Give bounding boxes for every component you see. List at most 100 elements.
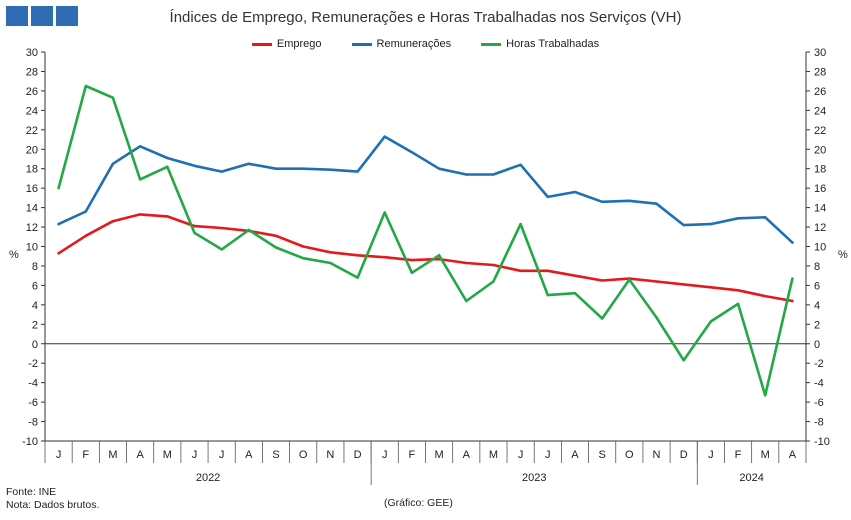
footer-credit: (Gráfico: GEE) [384, 497, 453, 509]
data-point [736, 302, 740, 306]
year-label: 2024 [739, 472, 763, 484]
data-point [709, 222, 713, 226]
y-tick-label-left: 8 [32, 261, 38, 273]
y-tick-label-left: 4 [32, 300, 38, 312]
y-tick-label-right: 20 [814, 144, 826, 156]
data-point [383, 135, 386, 138]
x-tick-label: J [708, 449, 714, 461]
y-tick-label-left: 16 [26, 183, 38, 195]
data-point [573, 291, 577, 295]
data-point [410, 271, 414, 274]
y-axis-label-right: % [838, 249, 848, 261]
data-point [220, 226, 223, 230]
data-point [274, 234, 278, 238]
data-point [682, 283, 685, 286]
legend-item-emprego: Emprego [251, 38, 322, 50]
x-tick-label: A [245, 449, 253, 461]
y-tick-label-right: 26 [814, 86, 826, 98]
data-point [138, 145, 142, 148]
x-tick-label: M [761, 449, 770, 461]
data-point [465, 261, 468, 265]
year-label: 2023 [522, 472, 546, 484]
y-tick-label-left: -2 [28, 358, 38, 370]
data-point [84, 210, 87, 213]
data-point [193, 231, 196, 235]
x-tick-label: O [625, 449, 634, 461]
x-tick-label: M [108, 449, 117, 461]
data-point [736, 289, 740, 292]
data-point [655, 316, 658, 319]
x-tick-label: N [653, 449, 661, 461]
y-tick-label-right: 16 [814, 183, 826, 195]
data-point [709, 320, 713, 323]
x-tick-label: J [56, 449, 62, 461]
data-point [682, 359, 685, 362]
data-point [492, 280, 495, 283]
data-point [166, 165, 169, 168]
data-point [111, 162, 115, 166]
x-tick-label: J [545, 449, 551, 461]
y-axis-label-left: % [9, 249, 19, 261]
x-tick-label: J [518, 449, 524, 461]
y-tick-label-right: -6 [814, 397, 824, 409]
data-point [655, 202, 658, 205]
y-tick-label-right: 4 [814, 300, 820, 312]
x-tick-label: M [435, 449, 444, 461]
y-tick-label-left: 10 [26, 242, 38, 254]
data-point [628, 199, 631, 202]
x-tick-label: D [680, 449, 688, 461]
y-tick-label-right: -8 [814, 417, 824, 429]
y-tick-label-right: 0 [814, 339, 820, 351]
gee-logo [6, 6, 78, 26]
y-tick-label-left: 24 [26, 105, 38, 117]
x-tick-label: A [136, 449, 144, 461]
data-point [519, 269, 522, 273]
chart-legend: Emprego Remunerações Horas Trabalhadas [0, 38, 851, 50]
y-tick-label-left: 6 [32, 280, 38, 292]
x-tick-label: A [789, 449, 797, 461]
x-tick-label: J [219, 449, 225, 461]
x-tick-label: F [735, 449, 742, 461]
data-point [410, 150, 414, 154]
y-tick-label-right: 24 [814, 105, 826, 117]
data-point [410, 258, 414, 262]
y-tick-label-left: 14 [26, 203, 38, 215]
data-point [764, 394, 767, 397]
data-point [220, 170, 223, 173]
data-point [356, 170, 359, 173]
data-point [764, 216, 767, 219]
data-point [600, 279, 604, 282]
data-point [301, 245, 305, 248]
year-label: 2022 [196, 472, 220, 484]
data-point [492, 173, 495, 176]
data-point [111, 220, 115, 223]
data-point [519, 222, 522, 226]
data-point [791, 241, 794, 244]
data-point [138, 213, 142, 216]
data-point [764, 294, 767, 298]
x-tick-label: D [354, 449, 362, 461]
x-tick-label: F [82, 449, 89, 461]
y-tick-label-left: 22 [26, 125, 38, 137]
y-tick-label-right: 30 [814, 47, 826, 59]
y-tick-label-left: 12 [26, 222, 38, 234]
data-point [682, 223, 685, 227]
data-point [84, 234, 87, 238]
logo-block [31, 6, 53, 26]
y-tick-label-right: 8 [814, 261, 820, 273]
data-point [57, 222, 60, 226]
legend-label: Horas Trabalhadas [506, 38, 600, 50]
y-tick-label-right: -2 [814, 358, 824, 370]
data-point [383, 211, 386, 214]
data-point [465, 299, 468, 303]
data-point [791, 299, 794, 303]
data-point [600, 317, 604, 320]
data-point [301, 167, 305, 170]
y-tick-label-left: -4 [28, 378, 38, 390]
y-tick-label-left: 26 [26, 86, 38, 98]
logo-block [56, 6, 78, 26]
data-point [709, 286, 713, 289]
data-point [166, 215, 169, 218]
y-tick-label-right: 10 [814, 242, 826, 254]
y-tick-label-right: 28 [814, 66, 826, 78]
